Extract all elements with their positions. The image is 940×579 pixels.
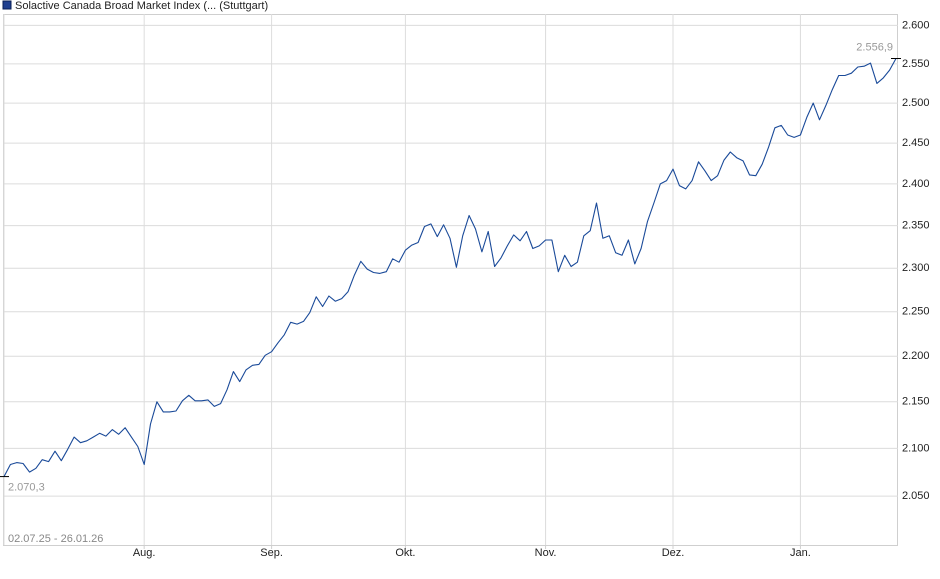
y-tick-label: 2.500 — [902, 97, 930, 109]
value-label: 2.556,9 — [856, 41, 893, 53]
y-tick-label: 2.350 — [902, 220, 930, 232]
y-tick-label: 2.100 — [902, 442, 930, 454]
y-tick-label: 2.200 — [902, 350, 930, 362]
x-tick-label: Dez. — [662, 547, 685, 559]
y-tick-label: 2.300 — [902, 262, 930, 274]
y-tick-label: 2.550 — [902, 58, 930, 70]
value-label: 2.070,3 — [8, 481, 45, 493]
legend-swatch — [2, 0, 12, 10]
x-tick-label: Jan. — [790, 547, 811, 559]
x-tick-label: Okt. — [395, 547, 415, 559]
y-tick-label: 2.400 — [902, 178, 930, 190]
legend-label: Solactive Canada Broad Market Index (...… — [15, 0, 268, 12]
y-tick-label: 2.050 — [902, 490, 930, 502]
y-tick-label: 2.600 — [902, 19, 930, 31]
y-tick-label: 2.250 — [902, 306, 930, 318]
date-range: 02.07.25 - 26.01.26 — [8, 533, 103, 545]
y-tick-label: 2.150 — [902, 396, 930, 408]
x-tick-label: Sep. — [260, 547, 283, 559]
price-line — [3, 58, 897, 477]
y-tick-label: 2.450 — [902, 137, 930, 149]
x-tick-label: Aug. — [133, 547, 156, 559]
plot-frame — [3, 14, 898, 546]
x-tick-label: Nov. — [535, 547, 557, 559]
